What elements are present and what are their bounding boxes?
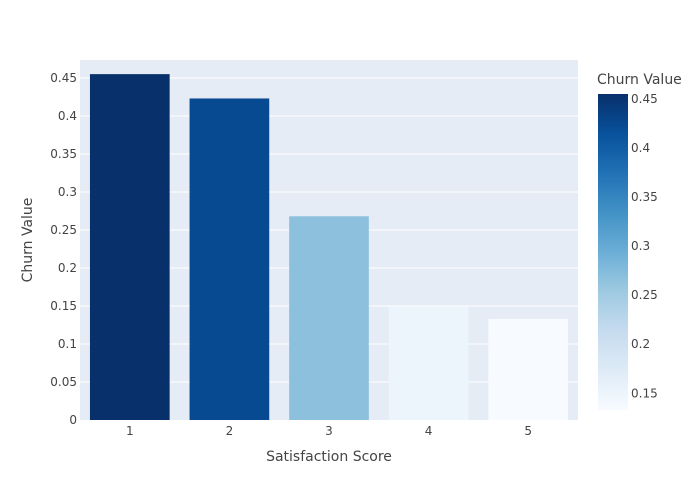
y-tick-label: 0.35 <box>50 147 77 161</box>
colorbar-tick-label: 0.3 <box>631 239 650 253</box>
x-tick-label: 3 <box>325 424 333 438</box>
colorbar: Churn Value 0.15 0.2 0.25 0.3 0.35 0.4 0.45 <box>597 72 682 410</box>
bar-4[interactable] <box>388 306 469 420</box>
y-axis-title: Churn Value <box>20 198 36 283</box>
y-tick-label: 0.3 <box>58 185 77 199</box>
y-tick-label: 0.45 <box>50 71 77 85</box>
colorbar-tick-label: 0.4 <box>631 141 650 155</box>
y-tick-label: 0 <box>69 413 77 427</box>
y-tick-label: 0.2 <box>58 261 77 275</box>
colorbar-tick-label: 0.45 <box>631 92 658 106</box>
colorbar-tick-label: 0.15 <box>631 386 658 400</box>
x-tick-label: 1 <box>126 424 134 438</box>
x-tick-label: 4 <box>425 424 433 438</box>
y-axis-ticks: 0 0.05 0.1 0.15 0.2 0.25 0.3 0.35 0.4 0.45 <box>50 71 77 427</box>
y-tick-label: 0.4 <box>58 109 77 123</box>
x-tick-label: 2 <box>226 424 234 438</box>
colorbar-ticks: 0.15 0.2 0.25 0.3 0.35 0.4 0.45 <box>631 92 658 400</box>
bar-2[interactable] <box>189 98 270 421</box>
bar-3[interactable] <box>289 216 369 420</box>
y-tick-label: 0.15 <box>50 299 77 313</box>
bars <box>89 74 569 421</box>
colorbar-title: Churn Value <box>597 72 682 88</box>
colorbar-tick-label: 0.35 <box>631 190 658 204</box>
bar-5[interactable] <box>488 318 569 420</box>
x-axis-title: Satisfaction Score <box>266 449 392 465</box>
y-tick-label: 0.25 <box>50 223 77 237</box>
colorbar-tick-label: 0.2 <box>631 337 650 351</box>
y-tick-label: 0.05 <box>50 375 77 389</box>
x-tick-label: 5 <box>524 424 532 438</box>
colorbar-tick-label: 0.25 <box>631 288 658 302</box>
colorbar-gradient <box>598 94 628 410</box>
y-tick-label: 0.1 <box>58 337 77 351</box>
x-axis-ticks: 1 2 3 4 5 <box>126 424 532 438</box>
bar-1[interactable] <box>89 74 170 420</box>
